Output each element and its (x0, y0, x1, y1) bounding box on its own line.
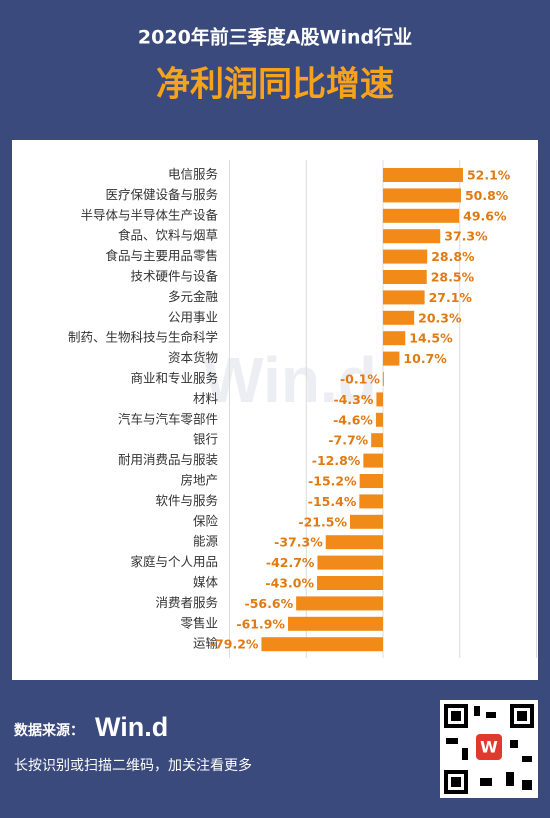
value-label: 20.3% (418, 310, 462, 325)
bar (383, 208, 460, 223)
category-label: 商业和专业服务 (130, 371, 218, 386)
bar (383, 290, 425, 305)
qr-code: W (440, 700, 538, 798)
bar (383, 351, 400, 366)
category-label: 半导体与半导体生产设备 (80, 207, 218, 222)
value-label: -7.7% (328, 433, 368, 448)
chart-panel (12, 140, 538, 680)
category-label: 软件与服务 (155, 493, 218, 508)
category-label: 制药、生物科技与生命科学 (68, 330, 218, 345)
bar (382, 372, 384, 386)
bar (383, 249, 428, 264)
bar (349, 514, 383, 529)
bar (375, 412, 383, 427)
value-label: -79.2% (210, 637, 259, 652)
bar (261, 637, 383, 652)
category-label: 资本货物 (168, 350, 218, 365)
value-label: 14.5% (409, 331, 453, 346)
svg-text:W: W (480, 738, 498, 757)
value-label: -42.7% (266, 555, 315, 570)
bar (359, 494, 383, 509)
chart: Win.d 电信服务 52.1% 医疗保健设备与服务 50.8% 半导体与半导体生产设备 4… (68, 160, 537, 658)
category-label: 能源 (193, 534, 219, 549)
value-label: -15.4% (308, 494, 357, 509)
bar (363, 453, 383, 468)
source-logo: Win.d (95, 712, 168, 742)
value-label: 37.3% (444, 229, 488, 244)
category-label: 媒体 (193, 575, 219, 590)
value-label: -4.6% (333, 412, 373, 427)
bar (296, 596, 383, 611)
bar (376, 392, 383, 407)
value-label: -61.9% (236, 616, 285, 631)
value-label: -4.3% (334, 392, 374, 407)
category-label: 零售业 (180, 615, 218, 630)
source-label: 数据来源： (14, 722, 84, 739)
category-label: 食品与主要用品零售 (105, 248, 218, 263)
category-label: 电信服务 (168, 167, 218, 182)
bar (287, 616, 383, 631)
value-label: 50.8% (465, 188, 509, 203)
bar (383, 331, 406, 346)
value-label: 49.6% (463, 208, 507, 223)
title: 2020年前三季度A股Wind行业 (138, 26, 412, 49)
watermark: Win.d (203, 344, 377, 416)
bar (383, 188, 461, 203)
value-label: -0.1% (340, 372, 380, 387)
category-label: 多元金融 (168, 289, 219, 304)
category-label: 食品、饮料与烟草 (118, 228, 218, 243)
category-label: 汽车与汽车零部件 (118, 411, 218, 426)
category-label: 银行 (193, 432, 218, 447)
category-label: 医疗保健设备与服务 (105, 187, 218, 202)
category-label: 保险 (193, 513, 219, 528)
category-label: 家庭与个人用品 (130, 554, 218, 569)
category-label: 运输 (193, 636, 219, 651)
category-label: 消费者服务 (155, 595, 218, 610)
value-label: 52.1% (467, 168, 511, 183)
bar (325, 535, 383, 550)
value-label: -12.8% (312, 453, 361, 468)
value-label: 28.5% (431, 270, 475, 285)
bar (359, 474, 383, 488)
subtitle: 净利润同比增速 (156, 65, 394, 105)
footer-note: 长按识别或扫描二维码，加关注看更多 (14, 757, 252, 774)
bar (316, 576, 383, 590)
value-label: -21.5% (298, 514, 347, 529)
value-label: 28.8% (431, 249, 475, 264)
value-label: 10.7% (403, 351, 447, 366)
value-label: -56.6% (245, 596, 294, 611)
bar (383, 270, 427, 284)
bar (371, 433, 383, 448)
bar (383, 229, 441, 244)
category-label: 材料 (193, 391, 219, 406)
bar (317, 555, 383, 570)
value-label: 27.1% (429, 290, 473, 305)
category-label: 房地产 (180, 473, 218, 488)
bar (383, 168, 463, 182)
category-label: 技术硬件与设备 (130, 269, 218, 284)
value-label: -15.2% (308, 474, 357, 489)
category-label: 耐用消费品与服装 (118, 452, 218, 467)
bar (383, 310, 415, 325)
value-label: -43.0% (265, 576, 314, 591)
category-label: 公用事业 (168, 309, 218, 324)
value-label: -37.3% (274, 535, 323, 550)
